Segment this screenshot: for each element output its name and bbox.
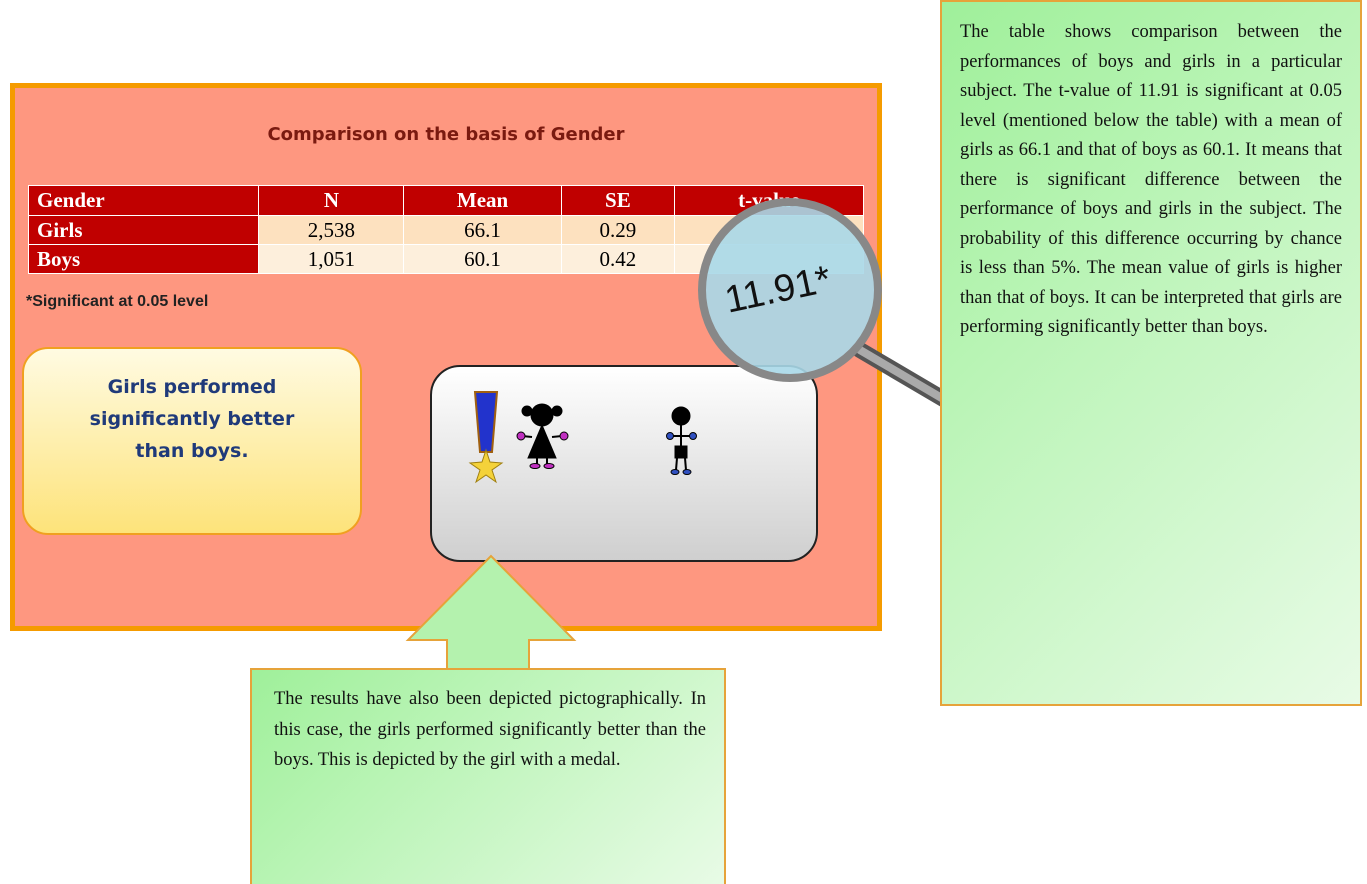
pictogram-note: The results have also been depicted pict… — [250, 668, 726, 884]
explanation-note: The table shows comparison between the p… — [940, 0, 1362, 706]
arrow — [408, 556, 574, 669]
boy-figure — [667, 407, 697, 475]
page: {"panel": {"title": "Comparison on the b… — [0, 0, 1367, 884]
girl-figure — [517, 404, 568, 469]
magnifier: 11.91* — [702, 202, 945, 400]
medal — [470, 392, 502, 482]
